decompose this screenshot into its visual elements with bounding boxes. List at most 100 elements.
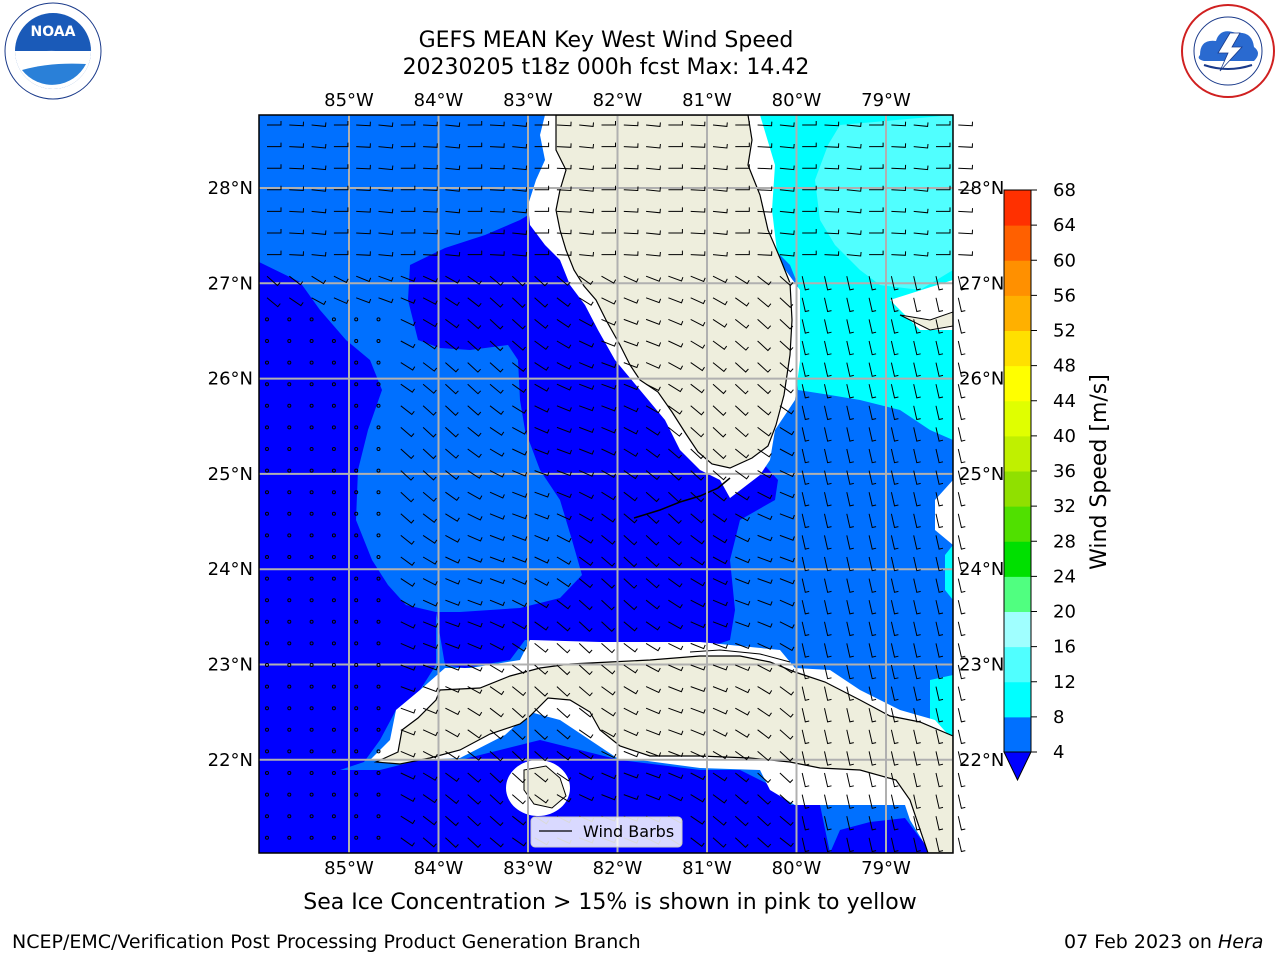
wind-barb bbox=[601, 750, 617, 759]
wind-barb bbox=[779, 837, 794, 848]
wind-barb bbox=[824, 276, 832, 291]
wind-barb bbox=[868, 535, 877, 550]
wind-barb bbox=[846, 340, 854, 356]
wind-barb bbox=[445, 837, 459, 849]
wind-barb bbox=[467, 772, 482, 783]
wind-barb bbox=[556, 513, 572, 521]
wind-barb bbox=[489, 164, 505, 170]
wind-barb bbox=[935, 708, 944, 723]
wind-barb bbox=[556, 251, 572, 256]
wind-barb bbox=[824, 621, 832, 637]
wind-barb bbox=[467, 297, 482, 308]
wind-barb bbox=[846, 251, 862, 257]
calm-barb bbox=[354, 490, 359, 495]
wind-barb bbox=[668, 621, 684, 630]
wind-barb bbox=[400, 578, 416, 587]
wind-barb bbox=[869, 185, 884, 191]
wind-barb bbox=[467, 599, 483, 606]
calm-barb bbox=[287, 490, 292, 495]
wind-barb bbox=[935, 535, 944, 550]
wind-barb bbox=[735, 142, 750, 148]
calm-barb bbox=[331, 684, 336, 689]
wind-barb bbox=[846, 492, 854, 507]
lat-label-right: 24°N bbox=[959, 559, 1004, 580]
wind-barb bbox=[422, 362, 438, 372]
calm-barb bbox=[309, 339, 314, 343]
wind-barb bbox=[556, 664, 571, 676]
wind-barb bbox=[690, 621, 706, 629]
calm-barb bbox=[287, 447, 292, 451]
calm-barb bbox=[354, 468, 359, 473]
wind-barb bbox=[757, 427, 772, 437]
colorbar-tick-label: 36 bbox=[1053, 461, 1076, 482]
wind-barb bbox=[802, 142, 817, 148]
wind-barb bbox=[579, 143, 594, 149]
wind-barb bbox=[846, 143, 862, 149]
wind-barb bbox=[734, 340, 749, 351]
wind-barb bbox=[690, 664, 706, 671]
wind-barb bbox=[556, 729, 571, 740]
map-frame bbox=[258, 114, 954, 854]
wind-barb bbox=[556, 491, 572, 499]
wind-barb bbox=[690, 535, 705, 545]
wind-barb bbox=[913, 143, 929, 149]
wind-barb bbox=[467, 707, 483, 717]
wind-barb bbox=[779, 751, 794, 762]
wind-barb bbox=[735, 621, 751, 628]
wind-barb bbox=[735, 185, 750, 191]
wind-barb bbox=[824, 186, 840, 192]
wind-barb bbox=[311, 208, 327, 214]
wind-barb bbox=[734, 405, 749, 417]
wind-barb bbox=[734, 772, 750, 783]
wind-barb bbox=[623, 275, 639, 283]
wind-barb bbox=[891, 164, 907, 170]
wind-barb bbox=[801, 664, 810, 680]
calm-barb bbox=[309, 619, 314, 624]
wind-barb bbox=[645, 621, 661, 631]
wind-barb bbox=[957, 751, 966, 766]
calm-barb bbox=[331, 511, 336, 516]
latitude-labels-left: 28°N 27°N 26°N 25°N 24°N 23°N 22°N bbox=[208, 178, 253, 771]
wind-barb bbox=[779, 275, 794, 287]
wind-barb bbox=[757, 556, 773, 563]
wind-barb bbox=[935, 816, 944, 831]
wind-barb bbox=[690, 491, 705, 503]
wind-barb bbox=[757, 383, 772, 395]
wind-barb bbox=[846, 535, 854, 550]
wind-barb bbox=[779, 729, 794, 740]
calm-barb bbox=[265, 382, 269, 387]
wind-barb bbox=[556, 143, 572, 148]
wind-barb bbox=[913, 470, 921, 485]
wind-barb bbox=[957, 600, 966, 615]
longitude-labels-top: 85°W 84°W 83°W 82°W 81°W 80°W 79°W bbox=[324, 90, 911, 111]
calm-barb bbox=[309, 490, 314, 495]
wind-barb bbox=[824, 772, 832, 788]
calm-barb bbox=[265, 727, 269, 732]
wind-barb bbox=[734, 815, 749, 827]
wind-barb bbox=[601, 250, 616, 256]
wind-barb bbox=[489, 208, 505, 213]
wind-barb bbox=[868, 578, 877, 593]
wind-barb bbox=[824, 340, 832, 356]
wind-barb bbox=[890, 794, 899, 809]
wind-barb bbox=[846, 470, 854, 485]
wind-barb bbox=[467, 448, 482, 458]
lon-label-top: 84°W bbox=[414, 90, 464, 111]
wind-barb bbox=[690, 427, 705, 438]
wind-barb bbox=[824, 837, 832, 853]
wind-barb bbox=[668, 470, 682, 481]
calm-barb bbox=[376, 598, 381, 603]
wind-barb bbox=[445, 208, 461, 214]
wind-barb bbox=[734, 362, 749, 373]
wind-barb bbox=[467, 362, 481, 373]
wind-barb bbox=[489, 513, 505, 520]
wind-barb bbox=[824, 470, 832, 485]
wind-barb bbox=[645, 426, 661, 436]
calm-barb bbox=[354, 382, 359, 387]
wind-barb bbox=[712, 815, 727, 826]
wind-barb bbox=[913, 621, 921, 637]
colorbar-tick-label: 60 bbox=[1053, 250, 1076, 271]
wind-barb bbox=[556, 448, 572, 455]
wind-barb bbox=[288, 275, 304, 286]
wind-barb bbox=[890, 535, 899, 550]
